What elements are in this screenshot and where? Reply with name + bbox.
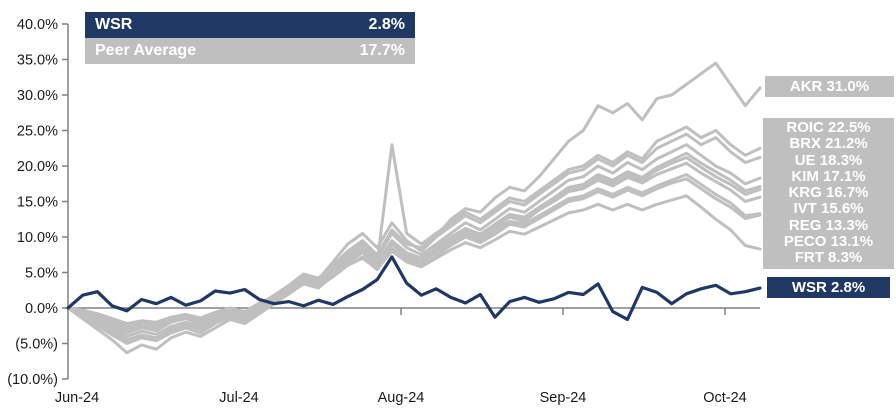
x-axis-tick-label: Sep-24	[540, 390, 587, 406]
end-label-peco: PECO 13.1%	[783, 233, 874, 251]
x-axis-tick-label: Oct-24	[703, 390, 747, 406]
y-axis-tick-label: 15.0%	[17, 195, 58, 211]
y-axis-tick-label: (5.0%)	[15, 337, 58, 353]
y-axis-tick-label: 10.0%	[17, 230, 58, 246]
x-axis-tick-label: Jul-24	[219, 390, 259, 406]
legend-peer-name: Peer Average	[95, 42, 197, 59]
legend-row-peer-average: Peer Average 17.7%	[85, 38, 415, 64]
y-axis-tick-label: (10.0%)	[7, 372, 58, 388]
series-line-ue	[66, 143, 762, 345]
end-label-frt: FRT 8.3%	[794, 249, 863, 267]
legend-peer-value: 17.7%	[359, 42, 405, 59]
end-label-ue: UE 18.3%	[794, 151, 863, 169]
end-label-peer-stack: ROIC 22.5% BRX 21.2% UE 18.3% KIM 17.1% …	[763, 118, 894, 269]
series-line-reg	[66, 173, 762, 328]
end-label-roic: ROIC 22.5%	[786, 119, 871, 136]
y-axis-tick-label: 5.0%	[25, 266, 58, 282]
end-label-reg: REG 13.3%	[788, 216, 869, 234]
y-axis-tick-label: 35.0%	[17, 53, 58, 69]
legend-row-wsr: WSR 2.8%	[85, 12, 415, 38]
y-axis-tick-label: 0.0%	[25, 301, 58, 317]
y-axis-tick-label: 40.0%	[17, 17, 58, 33]
y-axis-tick-label: 20.0%	[17, 159, 58, 175]
x-axis-tick-label: Jun-24	[55, 390, 99, 406]
end-label-ivt: IVT 15.6%	[793, 200, 864, 218]
x-axis-tick-label: Aug-24	[378, 390, 425, 406]
series-line-peco	[66, 177, 762, 343]
legend-wsr-value: 2.8%	[368, 16, 405, 33]
series-line-wsr	[66, 255, 762, 321]
end-label-krg: KRG 16.7%	[788, 184, 869, 202]
end-label-kim: KIM 17.1%	[791, 167, 866, 185]
series-line-brx	[66, 132, 762, 331]
end-label-wsr: WSR 2.8%	[767, 277, 890, 298]
legend-wsr-name: WSR	[95, 16, 133, 33]
end-label-brx: BRX 21.2%	[789, 135, 868, 153]
y-axis-tick-label: 25.0%	[17, 124, 58, 140]
y-axis-tick-label: 30.0%	[17, 88, 58, 104]
series-line-frt	[66, 194, 762, 326]
series-line-kim	[66, 151, 762, 333]
chart-legend: WSR 2.8% Peer Average 17.7%	[85, 12, 415, 64]
end-label-akr: AKR 31.0%	[765, 76, 894, 97]
